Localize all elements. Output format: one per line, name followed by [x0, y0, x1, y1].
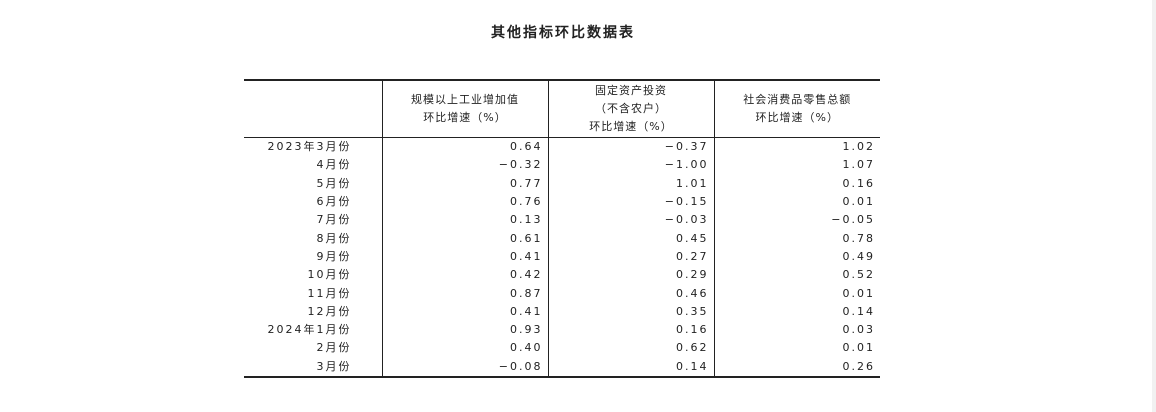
- row-label: 11月份: [307, 286, 352, 300]
- table-cell: −0.32: [381, 156, 548, 175]
- table-cell: 0.76: [381, 192, 548, 212]
- table-cell: 1.01: [547, 174, 714, 193]
- table-cell: 0.93: [381, 320, 548, 340]
- table-cell: 0.14: [713, 302, 880, 321]
- header-line: 社会消费品零售总额: [743, 93, 852, 106]
- table-cell: 0.52: [713, 266, 880, 285]
- table-cell: 0.14: [547, 357, 714, 377]
- table-cell: 0.45: [547, 229, 714, 248]
- row-label: 3月份: [316, 359, 352, 373]
- table-row: 7月份 0.13 −0.03 −0.05: [244, 211, 880, 230]
- table-cell: 0.03: [713, 320, 880, 340]
- header-line: 环比增速（%）: [423, 111, 507, 124]
- table-cell: −0.03: [547, 211, 714, 230]
- table-row: 8月份 0.61 0.45 0.78: [244, 229, 880, 248]
- data-table: 规模以上工业增加值 环比增速（%） 固定资产投资 （不含农户） 环比增速（%） …: [244, 79, 880, 378]
- header-cell-retail: 社会消费品零售总额 环比增速（%）: [713, 80, 880, 138]
- table-cell: 0.41: [381, 302, 548, 321]
- header-cell-period: [244, 80, 382, 138]
- table-cell: 0.64: [381, 137, 548, 157]
- header-line: 环比增速（%）: [589, 120, 673, 133]
- table-cell: 0.16: [547, 320, 714, 340]
- table-cell: 0.62: [547, 339, 714, 358]
- scrollbar[interactable]: [1152, 0, 1156, 412]
- table-cell: 0.40: [381, 339, 548, 358]
- row-label: 2023年3月份: [267, 140, 352, 154]
- header-cell-industrial: 规模以上工业增加值 环比增速（%）: [381, 80, 548, 138]
- row-label: 4月份: [316, 158, 352, 172]
- row-label: 5月份: [316, 176, 352, 190]
- table-row: 3月份 −0.08 0.14 0.26: [244, 357, 880, 377]
- row-label: 9月份: [316, 249, 352, 263]
- row-label: 7月份: [316, 213, 352, 227]
- row-label: 8月份: [316, 231, 352, 245]
- table-row: 12月份 0.41 0.35 0.14: [244, 302, 880, 321]
- table-cell: 0.16: [713, 174, 880, 193]
- table-header-row: 规模以上工业增加值 环比增速（%） 固定资产投资 （不含农户） 环比增速（%） …: [244, 80, 880, 138]
- table-row: 2024年1月份 0.93 0.16 0.03: [244, 320, 880, 340]
- header-line: 规模以上工业增加值: [411, 93, 519, 106]
- header-line: （不含农户）: [595, 102, 667, 115]
- table-row: 10月份 0.42 0.29 0.52: [244, 266, 880, 285]
- header-line: 固定资产投资: [595, 84, 667, 97]
- header-cell-investment: 固定资产投资 （不含农户） 环比增速（%）: [547, 80, 714, 138]
- table-cell: 0.01: [713, 284, 880, 303]
- table-cell: 1.07: [713, 156, 880, 175]
- row-label: 2024年1月份: [267, 323, 352, 337]
- row-label: 6月份: [316, 195, 352, 209]
- table-cell: 0.26: [713, 357, 880, 377]
- table-row: 6月份 0.76 −0.15 0.01: [244, 192, 880, 212]
- table-cell: 0.29: [547, 266, 714, 285]
- table-cell: 0.01: [713, 339, 880, 358]
- table-cell: 1.02: [713, 137, 880, 157]
- table-cell: −0.15: [547, 192, 714, 212]
- table-cell: −0.08: [381, 357, 548, 377]
- table-cell: −0.05: [713, 211, 880, 230]
- row-label: 12月份: [307, 304, 352, 318]
- row-label: 10月份: [307, 268, 352, 282]
- table-cell: 0.35: [547, 302, 714, 321]
- table-cell: −1.00: [547, 156, 714, 175]
- table-row: 4月份 −0.32 −1.00 1.07: [244, 156, 880, 175]
- table-cell: 0.46: [547, 284, 714, 303]
- table-cell: 0.41: [381, 247, 548, 267]
- table-cell: 0.49: [713, 247, 880, 267]
- table-cell: −0.37: [547, 137, 714, 157]
- table-cell: 0.27: [547, 247, 714, 267]
- table-body: 2023年3月份 0.64 −0.37 1.02 4月份 −0.32 −1.00 1.07 5月…: [244, 137, 880, 377]
- table-cell: 0.01: [713, 192, 880, 212]
- table-cell: 0.87: [381, 284, 548, 303]
- table-header: 规模以上工业增加值 环比增速（%） 固定资产投资 （不含农户） 环比增速（%） …: [244, 80, 880, 138]
- table-row: 11月份 0.87 0.46 0.01: [244, 284, 880, 303]
- table-row: 9月份 0.41 0.27 0.49: [244, 247, 880, 267]
- page-title: 其他指标环比数据表: [491, 25, 635, 41]
- table-row: 2023年3月份 0.64 −0.37 1.02: [244, 137, 880, 157]
- table-cell: 0.78: [713, 229, 880, 248]
- row-label: 2月份: [316, 341, 352, 355]
- table-cell: 0.61: [381, 229, 548, 248]
- header-line: 环比增速（%）: [755, 111, 839, 124]
- table-cell: 0.42: [381, 266, 548, 285]
- table-row: 5月份 0.77 1.01 0.16: [244, 174, 880, 193]
- table-cell: 0.77: [381, 174, 548, 193]
- table-cell: 0.13: [381, 211, 548, 230]
- table-row: 2月份 0.40 0.62 0.01: [244, 339, 880, 358]
